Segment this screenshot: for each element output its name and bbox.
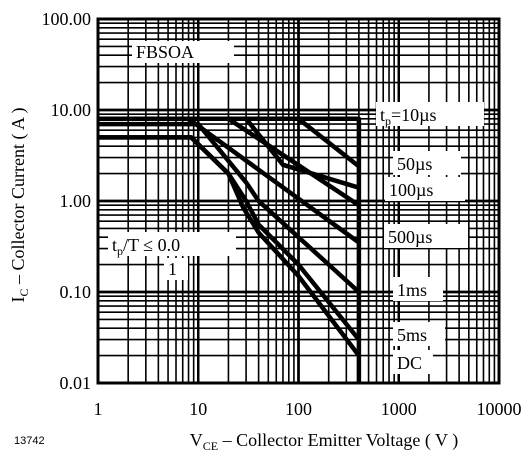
x-axis-label: VCE – Collector Emitter Voltage ( V ) [190, 430, 458, 453]
x-tick-label: 10000 [477, 399, 522, 419]
annotation-box [376, 102, 484, 126]
annotation-t100: 100µs [389, 180, 433, 200]
annotation-box [108, 232, 236, 256]
annotation-box [393, 277, 443, 301]
series-line-1ms [98, 121, 361, 294]
y-tick-label: 100.00 [42, 9, 92, 29]
annotation-box [393, 350, 433, 374]
annotation-box [164, 258, 188, 280]
annotation-t1ms: 1ms [397, 280, 427, 300]
x-tick-label: 100 [285, 399, 312, 419]
annotation-box [393, 151, 461, 175]
annotation-dc: DC [397, 353, 422, 373]
annotation-tp10: tp=10µs [380, 105, 437, 128]
annotation-duty2: 1 [168, 259, 177, 279]
tick-labels: 1 10 100 1000 10000 0.01 0.10 1.00 10.00 100.00 [42, 9, 522, 419]
series-line-5ms [98, 135, 361, 342]
x-tick-label: 10 [189, 399, 207, 419]
y-tick-label: 0.01 [60, 373, 92, 393]
series-lines [98, 116, 362, 383]
annotation-box [385, 177, 465, 201]
annotation-box [384, 224, 468, 248]
y-tick-label: 10.00 [51, 100, 92, 120]
x-tick-label: 1000 [381, 399, 417, 419]
annotation-box [132, 41, 234, 63]
y-axis-label: IC – Collector Current ( A ) [8, 108, 31, 303]
annotation-duty1: tp/T ≤ 0.0 [112, 235, 180, 258]
figure-id: 13742 [14, 435, 45, 447]
x-tick-label: 1 [94, 399, 103, 419]
annotation-t500: 500µs [388, 227, 432, 247]
series-line-limit [98, 116, 362, 383]
annotation-t50: 50µs [397, 154, 432, 174]
annotation-box [393, 322, 445, 346]
plot-frame [96, 17, 501, 385]
y-tick-label: 1.00 [60, 191, 92, 211]
annotation-fbsoa: FBSOA [136, 42, 194, 62]
annotation-t5ms: 5ms [397, 325, 427, 345]
y-tick-label: 0.10 [60, 282, 92, 302]
annotations: FBSOA tp=10µs 50µs 100µs 500µs 1ms 5ms DC tp/T ≤… [108, 41, 484, 374]
